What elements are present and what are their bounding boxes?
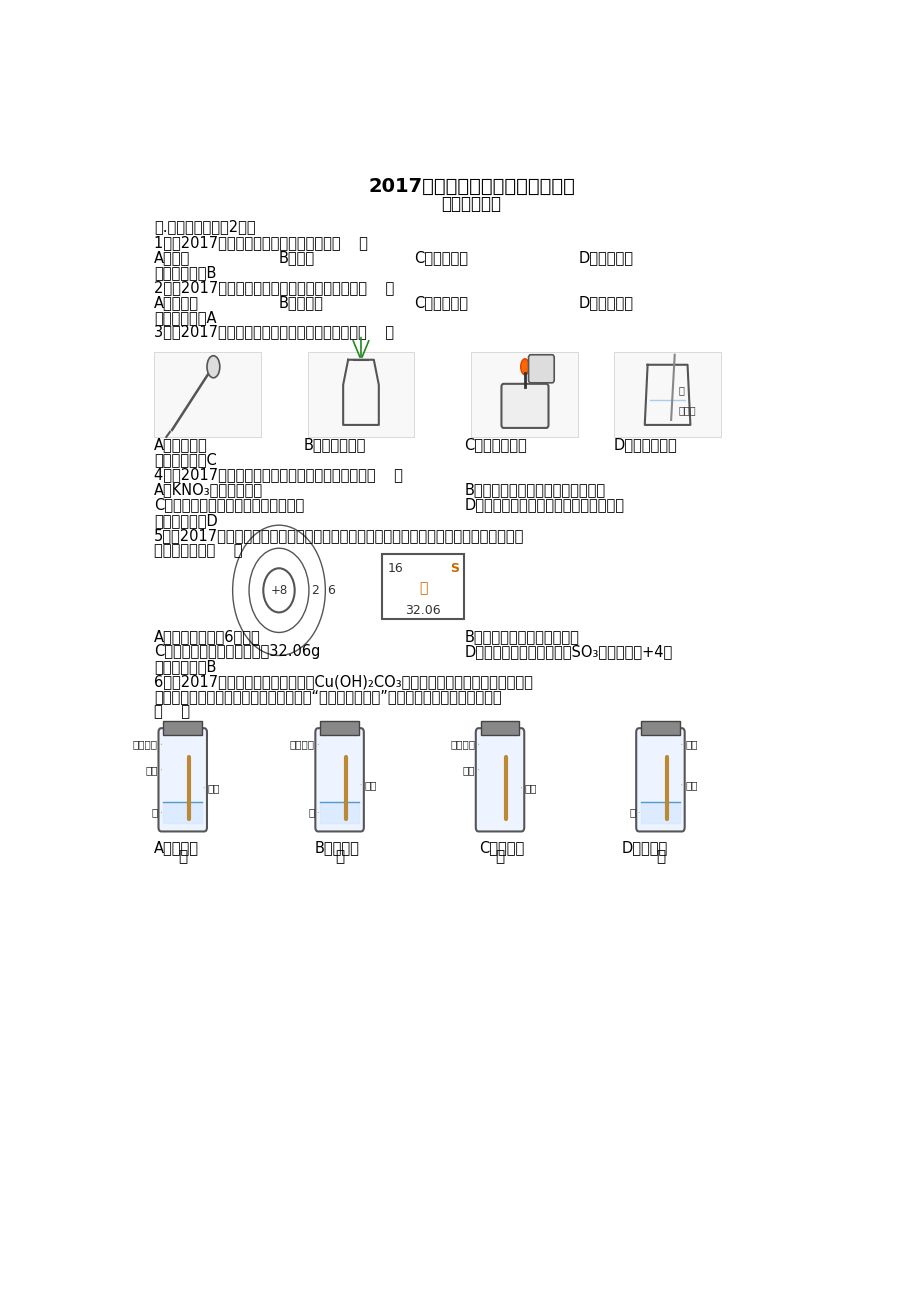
Text: C．二氧化碳: C．二氧化碳 [414,250,468,266]
Text: A．氧原子核外有6个电子: A．氧原子核外有6个电子 [154,629,261,644]
Text: C．凉拌黄瓜: C．凉拌黄瓜 [414,296,468,310]
Text: 氧气: 氧气 [145,764,158,775]
Text: 2: 2 [311,583,318,596]
Text: 乙: 乙 [335,849,344,865]
FancyBboxPatch shape [636,728,684,832]
Text: A．KNO₃是一种复合肘: A．KNO₃是一种复合肘 [154,483,263,497]
FancyBboxPatch shape [158,728,207,832]
Text: D．硫、氧两种元素形成的SO₃中硫元素为+4价: D．硫、氧两种元素形成的SO₃中硫元素为+4价 [464,644,672,659]
Circle shape [263,568,294,612]
Text: 二氧化碳: 二氧化碳 [132,740,158,749]
Text: 氧气: 氧气 [462,764,474,775]
Text: 铜片: 铜片 [364,780,377,790]
Text: 铜片: 铜片 [208,783,220,793]
Text: 【参考答案】D: 【参考答案】D [154,513,218,527]
Text: +8: +8 [270,583,288,596]
FancyBboxPatch shape [475,728,524,832]
FancyBboxPatch shape [501,384,548,428]
Text: 4．（2017河北省）下列对化肘的认识不正确的是（    ）: 4．（2017河北省）下列对化肘的认识不正确的是（ ） [154,467,403,483]
Text: 5．（2017河北省）如图所示的是氧原子结构示意图和硫元素在元素周期表中的信息。下列: 5．（2017河北省）如图所示的是氧原子结构示意图和硫元素在元素周期表中的信息。… [154,527,524,543]
Text: 氧气和水外，还必须有二氧化碳。为证明“必须有二氧化碳”，需要进行如图所示实验中的: 氧气和水外，还必须有二氧化碳。为证明“必须有二氧化碳”，需要进行如图所示实验中的 [154,689,501,704]
Text: 【参考答案】C: 【参考答案】C [154,453,217,467]
Text: 硫: 硫 [419,581,427,595]
FancyBboxPatch shape [154,353,261,437]
Text: 6: 6 [327,583,335,596]
FancyBboxPatch shape [307,353,414,437]
Ellipse shape [207,355,220,378]
Text: 水: 水 [677,385,684,395]
Text: 铜片: 铜片 [685,780,698,790]
Text: 2017年河北省中考理综试题及答案: 2017年河北省中考理综试题及答案 [368,177,574,195]
Text: 1．（2017河北省）空气中含量最多的是（    ）: 1．（2017河北省）空气中含量最多的是（ ） [154,234,368,250]
Text: 【参考答案】B: 【参考答案】B [154,266,216,280]
Text: 氧气: 氧气 [685,740,698,749]
Text: A．煮鸡蛋: A．煮鸡蛋 [154,296,199,310]
FancyBboxPatch shape [528,354,553,383]
Text: A．氧气: A．氧气 [154,250,190,266]
Text: 【参考答案】B: 【参考答案】B [154,659,216,674]
Text: 二氧化碳: 二氧化碳 [289,740,314,749]
Text: 说法正确的是（    ）: 说法正确的是（ ） [154,543,243,557]
Text: C．鐵态氮肘不能与碱性肘料混合使用: C．鐵态氮肘不能与碱性肘料混合使用 [154,497,304,513]
Text: B．硫、氧均属于非金属元素: B．硫、氧均属于非金属元素 [464,629,579,644]
Text: 水: 水 [629,807,635,818]
FancyBboxPatch shape [471,353,578,437]
Text: A．滴加液体: A．滴加液体 [154,437,208,453]
Text: （    ）: （ ） [154,704,190,719]
Text: B．氮气: B．氮气 [278,250,315,266]
Text: 3．（2017河北省）如图所示实验操作正确的是（    ）: 3．（2017河北省）如图所示实验操作正确的是（ ） [154,324,393,340]
Text: 浓硫酸: 浓硫酸 [677,405,695,415]
Text: S: S [449,562,459,575]
Text: B．闻气体气味: B．闻气体气味 [303,437,366,453]
Text: D．稀有气体: D．稀有气体 [578,250,633,266]
Bar [382,555,464,620]
Text: C．硫原子的相对原子质量为32.06g: C．硫原子的相对原子质量为32.06g [154,644,320,659]
Text: 【参考答案】A: 【参考答案】A [154,310,217,326]
Text: 二氧化碳: 二氧化碳 [449,740,474,749]
Text: 丙: 丙 [495,849,504,865]
Text: 丁: 丁 [655,849,664,865]
Text: D．稀释浓硫酸: D．稀释浓硫酸 [614,437,677,453]
FancyBboxPatch shape [315,728,363,832]
Text: 6．（2017河北省）某同学根据铜绻Cu(OH)₂CO₃作出猜想：金属铜锈蚀的条件除有: 6．（2017河北省）某同学根据铜绻Cu(OH)₂CO₃作出猜想：金属铜锈蚀的条… [154,674,532,689]
Text: B．小米粥: B．小米粥 [278,296,323,310]
Text: （化学部分）: （化学部分） [441,195,501,214]
Text: D．丙和丁: D．丙和丁 [620,841,667,855]
Ellipse shape [520,359,528,375]
Text: 水: 水 [308,807,314,818]
Text: 32.06: 32.06 [405,604,441,617]
Text: C．乙和丁: C．乙和丁 [478,841,523,855]
Bar [320,721,358,736]
Text: A．甲和乙: A．甲和乙 [154,841,199,855]
Bar [164,721,202,736]
Text: C．息灯酒精灯: C．息灯酒精灯 [464,437,527,453]
Text: 甲: 甲 [178,849,187,865]
Text: B．施用氮肘，能促进植物茎叶生长: B．施用氮肘，能促进植物茎叶生长 [464,483,605,497]
Text: 16: 16 [388,562,403,575]
Text: 铜片: 铜片 [525,783,537,793]
Bar [641,721,679,736]
Text: D．白面馒头: D．白面馒头 [578,296,633,310]
Text: B．甲和丁: B．甲和丁 [314,841,359,855]
FancyBboxPatch shape [614,353,720,437]
Text: 2．（2017河北省）下列食物中富含蛋白质的是（    ）: 2．（2017河北省）下列食物中富含蛋白质的是（ ） [154,280,394,296]
Text: 水: 水 [152,807,158,818]
Text: 一.选择题（每小题2分）: 一.选择题（每小题2分） [154,219,255,234]
Bar [481,721,518,736]
Text: D．化肘能提高粮食产量，施用越多越好: D．化肘能提高粮食产量，施用越多越好 [464,497,624,513]
